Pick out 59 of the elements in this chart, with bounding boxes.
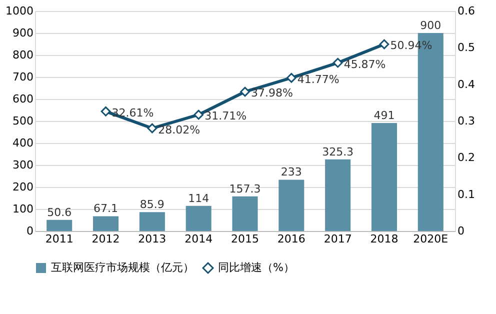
y-tick-label: 100 [12, 202, 34, 216]
bar [232, 196, 258, 231]
data-label: 31.71% [204, 110, 247, 123]
y2-tick-label: 0.5 [458, 41, 475, 54]
data-label: 233 [280, 166, 302, 179]
bar [278, 180, 304, 231]
bar [186, 206, 212, 231]
data-label: 67.1 [94, 202, 118, 216]
data-label: 900 [420, 19, 442, 32]
data-label: 85.9 [140, 198, 164, 212]
point [147, 123, 158, 134]
data-label: 114 [188, 192, 210, 205]
y-tick-label: 0 [26, 224, 34, 238]
data-label: 45.87% [344, 58, 386, 71]
y-tick-label: 300 [12, 158, 34, 172]
y2-tick-label: 0 [458, 224, 464, 238]
point [332, 58, 343, 68]
data-label: 325.3 [322, 145, 354, 158]
y-tick-label: 800 [12, 48, 34, 62]
x-tick-label: 2018 [370, 232, 398, 246]
y2-tick-label: 0.2 [458, 151, 475, 164]
x-tick-label: 2011 [45, 232, 74, 246]
x-tick-label: 2014 [184, 232, 213, 246]
point [100, 106, 111, 116]
bar [93, 216, 119, 231]
bar [46, 220, 72, 231]
data-label: 37.98% [251, 86, 293, 100]
data-label: 491 [374, 108, 395, 122]
y2-tick-label: 0.6 [458, 4, 475, 18]
y-tick-label: 200 [12, 180, 34, 194]
x-tick-label: 2020E [413, 232, 448, 246]
legend-label: 互联网医疗市场规模（亿元） [51, 261, 194, 274]
y-tick-label: 900 [12, 26, 34, 40]
y2-tick-label: 0.3 [458, 114, 475, 128]
y-tick-label: 600 [12, 92, 34, 106]
y2-tick-label: 0.1 [458, 188, 475, 201]
y-tick-label: 700 [12, 70, 34, 84]
y-tick-label: 500 [12, 114, 34, 128]
data-label: 157.3 [229, 182, 261, 196]
data-label: 50.6 [47, 206, 72, 219]
data-label: 28.02% [158, 123, 200, 136]
point [240, 86, 250, 97]
x-tick-label: 2015 [231, 232, 259, 246]
bar [371, 122, 397, 231]
y2-tick-label: 0.4 [458, 78, 475, 91]
bar [139, 212, 165, 231]
data-label: 32.61% [112, 106, 154, 120]
x-tick-label: 2012 [92, 232, 120, 246]
legend-label: 同比增速（%） [218, 261, 294, 274]
x-tick-label: 2017 [324, 232, 352, 246]
y-tick-label: 1000 [6, 4, 34, 18]
point [286, 72, 296, 83]
x-tick-label: 2013 [138, 232, 166, 246]
x-tick-label: 2016 [277, 232, 306, 246]
point [194, 110, 204, 120]
y-tick-label: 400 [12, 136, 34, 150]
bar [325, 159, 351, 231]
data-label: 41.77% [297, 72, 340, 86]
point [379, 39, 390, 50]
